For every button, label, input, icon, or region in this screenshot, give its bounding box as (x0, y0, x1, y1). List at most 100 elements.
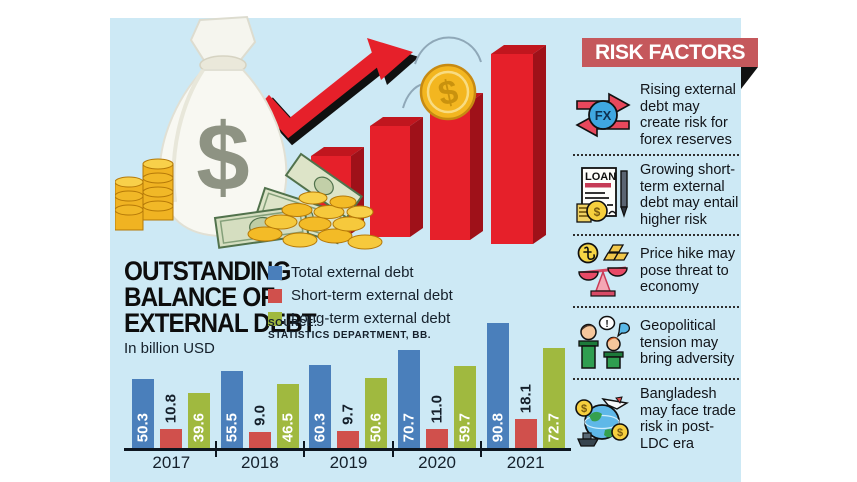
bar-2020-series0 (398, 350, 421, 448)
legend-chip-long-term (268, 311, 282, 326)
bar-wrap: 70.7 (398, 310, 421, 448)
risk-item-text: Price hike may pose threat to economy (640, 246, 736, 296)
bar-2019-series2 (365, 378, 388, 448)
bar-value-label: 11.0 (428, 394, 446, 423)
bar-2017-series1 (160, 429, 183, 448)
risk-item-short-term-debt: LOAN $ Growing short-term external d (573, 154, 739, 234)
bar-group-2018: 55.5 9.0 46.5 (216, 310, 305, 448)
bar-2018-series2 (276, 384, 299, 448)
bar-wrap: 55.5 (220, 310, 243, 448)
red-3d-bars-icon (311, 45, 546, 244)
bar-value-label: 46.5 (279, 412, 297, 442)
money-growth-illustration: $ (115, 15, 546, 250)
bar-group-2021: 90.8 18.1 72.7 (481, 310, 570, 448)
bar-group-2017: 50.3 10.8 39.6 (127, 310, 216, 448)
fx-arrows-icon: FX (573, 89, 633, 141)
bar-2021-series1 (514, 419, 537, 448)
risk-factors-banner: RISK FACTORS (582, 38, 758, 67)
risk-item-text: Bangladesh may face trade risk in post-L… (640, 386, 736, 452)
bar-value-label: 39.6 (190, 412, 208, 442)
bar-wrap: 50.3 (132, 310, 155, 448)
source-name: STATISTICS DEPARTMENT, BB. (268, 330, 431, 341)
source-label: SOURCE: (268, 318, 318, 329)
bar-value-label: 9.7 (339, 404, 357, 425)
bar-value-label: 70.7 (400, 412, 418, 442)
bar-wrap: 60.3 (309, 310, 332, 448)
bar-wrap: 59.7 (454, 310, 477, 448)
bar-2021-series0 (486, 323, 509, 448)
legend-row-total: Total external debt (268, 264, 453, 281)
bar-2017-series0 (132, 379, 155, 448)
legend-chip-total (268, 265, 282, 280)
risk-item-geopolitical: ! Geopolitical tension may bring adversi… (573, 306, 739, 378)
bar-wrap: 39.6 (188, 310, 211, 448)
bar-value-label: 9.0 (251, 405, 269, 426)
chart-unit-label: In billion USD (124, 340, 215, 357)
bar-wrap: 50.6 (365, 310, 388, 448)
loan-document-icon: LOAN $ (573, 166, 633, 224)
bar-value-label: 90.8 (489, 412, 507, 442)
bar-wrap: 10.8 (160, 310, 183, 448)
legend-row-short-term: Short-term external debt (268, 287, 453, 304)
risk-item-text: Rising external debt may create risk for… (640, 82, 736, 148)
risk-factors-list: FX Rising external debt may create risk … (573, 76, 739, 458)
svg-text:$: $ (581, 403, 587, 415)
bouncing-coin-icon: $ (402, 36, 482, 121)
chart-title-line: EXTERNAL DEBT (124, 308, 317, 338)
svg-text:FX: FX (595, 108, 612, 123)
bar-wrap: 46.5 (276, 310, 299, 448)
x-axis-year-labels: 2017 2018 2019 2020 2021 (127, 453, 570, 473)
bar-wrap: 9.0 (248, 310, 271, 448)
legend-label: Long-term external debt (291, 310, 451, 327)
bar-value-label: 10.8 (162, 393, 180, 423)
chart-title-line: OUTSTANDING (124, 256, 291, 286)
global-trade-icon: $ $ (573, 390, 633, 448)
bar-2020-series1 (426, 429, 449, 448)
year-label-2019: 2019 (329, 453, 368, 472)
svg-text:$: $ (594, 205, 601, 219)
bar-group-2020: 70.7 11.0 59.7 (393, 310, 482, 448)
risk-item-forex: FX Rising external debt may create risk … (573, 76, 739, 154)
bar-wrap: 72.7 (542, 310, 565, 448)
risk-item-price-hike: Price hike may pose threat to economy (573, 234, 739, 306)
bar-2019-series0 (309, 365, 332, 448)
bar-group-2019: 60.3 9.7 50.6 (304, 310, 393, 448)
chart-source: SOURCE: STATISTICS DEPARTMENT, BB. (268, 318, 431, 342)
bar-2019-series1 (337, 431, 360, 448)
price-scale-icon (573, 242, 633, 300)
coin-stacks-icon (115, 158, 174, 231)
year-label-2020: 2020 (418, 453, 456, 472)
bar-wrap: 9.7 (337, 310, 360, 448)
bar-value-label: 55.5 (223, 412, 241, 442)
legend-label: Total external debt (291, 264, 414, 281)
bar-2021-series2 (542, 348, 565, 448)
svg-text:!: ! (605, 319, 608, 330)
chart-title-line: BALANCE OF (124, 282, 275, 312)
year-label-2021: 2021 (506, 453, 545, 472)
svg-text:LOAN: LOAN (585, 171, 616, 183)
risk-item-text: Geopolitical tension may bring adversity (640, 318, 735, 368)
bar-chart: 50.3 10.8 39.6 55.5 9.0 46.5 60.3 9.7 50.6 70.7 11… (127, 310, 570, 448)
bar-value-label: 60.3 (311, 412, 329, 442)
year-label-2017: 2017 (152, 453, 191, 472)
geopolitical-people-icon: ! (573, 314, 633, 372)
banner-fold-triangle (741, 67, 758, 89)
bar-value-label: 50.6 (367, 412, 385, 442)
bar-2018-series1 (248, 432, 271, 448)
risk-item-ldc-trade: $ $ Bangladesh may face trade risk in po… (573, 378, 739, 458)
bar-2017-series2 (188, 393, 211, 448)
svg-text:$: $ (617, 427, 623, 439)
bar-wrap: 11.0 (426, 310, 449, 448)
bar-value-label: 59.7 (456, 412, 474, 442)
bar-value-label: 50.3 (134, 412, 152, 442)
bar-value-label: 18.1 (517, 383, 535, 413)
risk-item-text: Growing short-term external debt may ent… (640, 162, 739, 228)
bar-2020-series2 (454, 366, 477, 448)
legend-label: Short-term external debt (291, 287, 453, 304)
legend-row-long-term: Long-term external debt (268, 310, 453, 327)
bar-value-label: 72.7 (545, 412, 563, 442)
coin-pile-icon (247, 191, 383, 250)
chart-legend: Total external debt Short-term external … (268, 264, 453, 333)
legend-chip-short-term (268, 288, 282, 303)
